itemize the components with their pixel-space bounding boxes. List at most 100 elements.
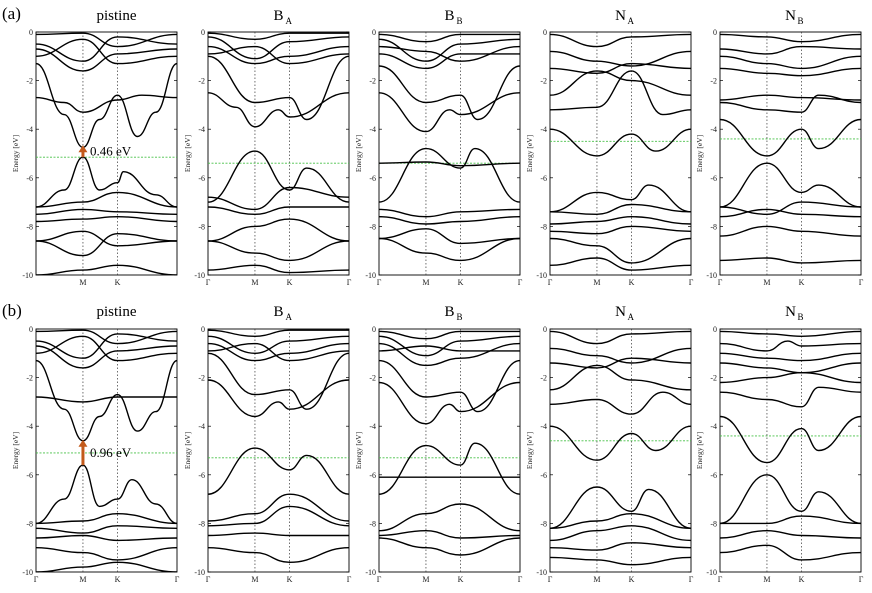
band-line bbox=[36, 525, 177, 534]
band-line bbox=[550, 347, 691, 364]
band-line bbox=[36, 156, 177, 208]
band-line bbox=[720, 33, 861, 43]
y-tick-label: -4 bbox=[369, 422, 376, 431]
band-line bbox=[36, 329, 177, 345]
band-line bbox=[720, 162, 861, 208]
y-axis-label: Energy [eV] bbox=[695, 432, 704, 469]
y-axis-label: Energy [eV] bbox=[525, 432, 534, 469]
y-tick-label: 0 bbox=[29, 325, 33, 334]
x-tick-label: Γ bbox=[175, 575, 180, 584]
x-tick-label: K bbox=[287, 278, 293, 287]
gap-arrow-head bbox=[78, 439, 88, 447]
band-line bbox=[379, 45, 520, 62]
plot-frame bbox=[719, 31, 862, 276]
y-tick-label: -6 bbox=[369, 174, 376, 183]
band-line bbox=[208, 55, 349, 121]
band-line bbox=[720, 330, 861, 338]
y-tick-label: -4 bbox=[540, 125, 547, 134]
y-axis-label: Energy [eV] bbox=[183, 432, 192, 469]
y-axis-label: Energy [eV] bbox=[695, 135, 704, 172]
gap-label: 0.96 eV bbox=[90, 445, 132, 460]
plot-frame bbox=[549, 328, 692, 573]
gap-arrow-head bbox=[78, 145, 88, 153]
band-line bbox=[208, 505, 349, 527]
band-line bbox=[379, 53, 520, 70]
band-line bbox=[208, 150, 349, 203]
y-tick-label: -4 bbox=[710, 125, 717, 134]
band-line bbox=[550, 203, 691, 216]
band-line bbox=[36, 208, 177, 215]
band-line bbox=[36, 534, 177, 542]
y-tick-label: 0 bbox=[713, 325, 717, 334]
band-line bbox=[379, 161, 520, 167]
y-tick-label: -10 bbox=[194, 568, 205, 577]
band-line bbox=[379, 537, 520, 556]
y-tick-label: -8 bbox=[26, 222, 33, 231]
y-tick-label: -8 bbox=[369, 222, 376, 231]
band-line bbox=[36, 62, 177, 149]
x-tick-label: K bbox=[799, 575, 805, 584]
y-tick-label: -4 bbox=[540, 422, 547, 431]
band-line bbox=[720, 544, 861, 561]
y-tick-label: -2 bbox=[710, 374, 717, 383]
band-line bbox=[36, 396, 177, 403]
panel-title-subscript: A bbox=[286, 16, 293, 26]
band-line bbox=[208, 493, 349, 522]
band-line bbox=[379, 216, 520, 225]
band-line bbox=[208, 206, 349, 216]
band-line bbox=[550, 70, 691, 96]
band-line bbox=[550, 486, 691, 529]
x-tick-label: K bbox=[458, 278, 464, 287]
panel-title: N bbox=[615, 8, 626, 24]
x-tick-label: Γ bbox=[718, 575, 723, 584]
x-tick-label: Γ bbox=[34, 575, 39, 584]
y-tick-label: -2 bbox=[369, 374, 376, 383]
x-tick-label: Γ bbox=[377, 575, 382, 584]
row-label-a: (a) bbox=[2, 4, 21, 23]
y-tick-label: -2 bbox=[710, 77, 717, 86]
band-line bbox=[208, 45, 349, 65]
band-line bbox=[36, 230, 177, 247]
band-line bbox=[379, 529, 520, 539]
band-line bbox=[720, 340, 861, 352]
y-tick-label: -6 bbox=[710, 174, 717, 183]
y-tick-label: -4 bbox=[710, 422, 717, 431]
plot-frame bbox=[378, 31, 521, 276]
band-line bbox=[208, 447, 349, 495]
band-line bbox=[208, 218, 349, 242]
band-line bbox=[36, 561, 177, 572]
band-line bbox=[208, 335, 349, 355]
y-tick-label: -2 bbox=[369, 77, 376, 86]
band-line bbox=[550, 364, 691, 391]
y-tick-label: -4 bbox=[198, 422, 205, 431]
panel-a-pistine: pistine Energy [eV] 0 -2 -4 -6 -8 -10 M K 0.46 eV bbox=[11, 8, 178, 287]
band-line bbox=[36, 345, 177, 369]
band-line bbox=[550, 525, 691, 542]
x-tick-label: Γ bbox=[859, 575, 864, 584]
y-tick-label: -8 bbox=[540, 519, 547, 528]
plot-frame bbox=[35, 328, 178, 573]
panel-title: B bbox=[273, 8, 283, 24]
x-tick-label: M bbox=[422, 575, 429, 584]
x-tick-label: Γ bbox=[206, 278, 211, 287]
y-tick-label: -8 bbox=[540, 222, 547, 231]
y-tick-label: 0 bbox=[201, 28, 205, 37]
x-tick-label: M bbox=[79, 575, 86, 584]
panel-title: pistine bbox=[97, 8, 137, 24]
band-line bbox=[550, 330, 691, 345]
band-line bbox=[720, 94, 861, 113]
panel-title-subscript: B bbox=[798, 312, 804, 322]
band-line bbox=[208, 547, 349, 564]
y-tick-label: 0 bbox=[713, 28, 717, 37]
panel-title: B bbox=[273, 304, 283, 320]
x-tick-label: K bbox=[629, 575, 635, 584]
band-line bbox=[36, 48, 177, 72]
x-tick-label: M bbox=[251, 278, 258, 287]
y-tick-label: -6 bbox=[198, 471, 205, 480]
x-tick-label: Γ bbox=[548, 575, 553, 584]
y-axis-label: Energy [eV] bbox=[354, 432, 363, 469]
plot-frame bbox=[207, 31, 350, 276]
y-tick-label: -2 bbox=[540, 374, 547, 383]
x-tick-label: M bbox=[251, 575, 258, 584]
